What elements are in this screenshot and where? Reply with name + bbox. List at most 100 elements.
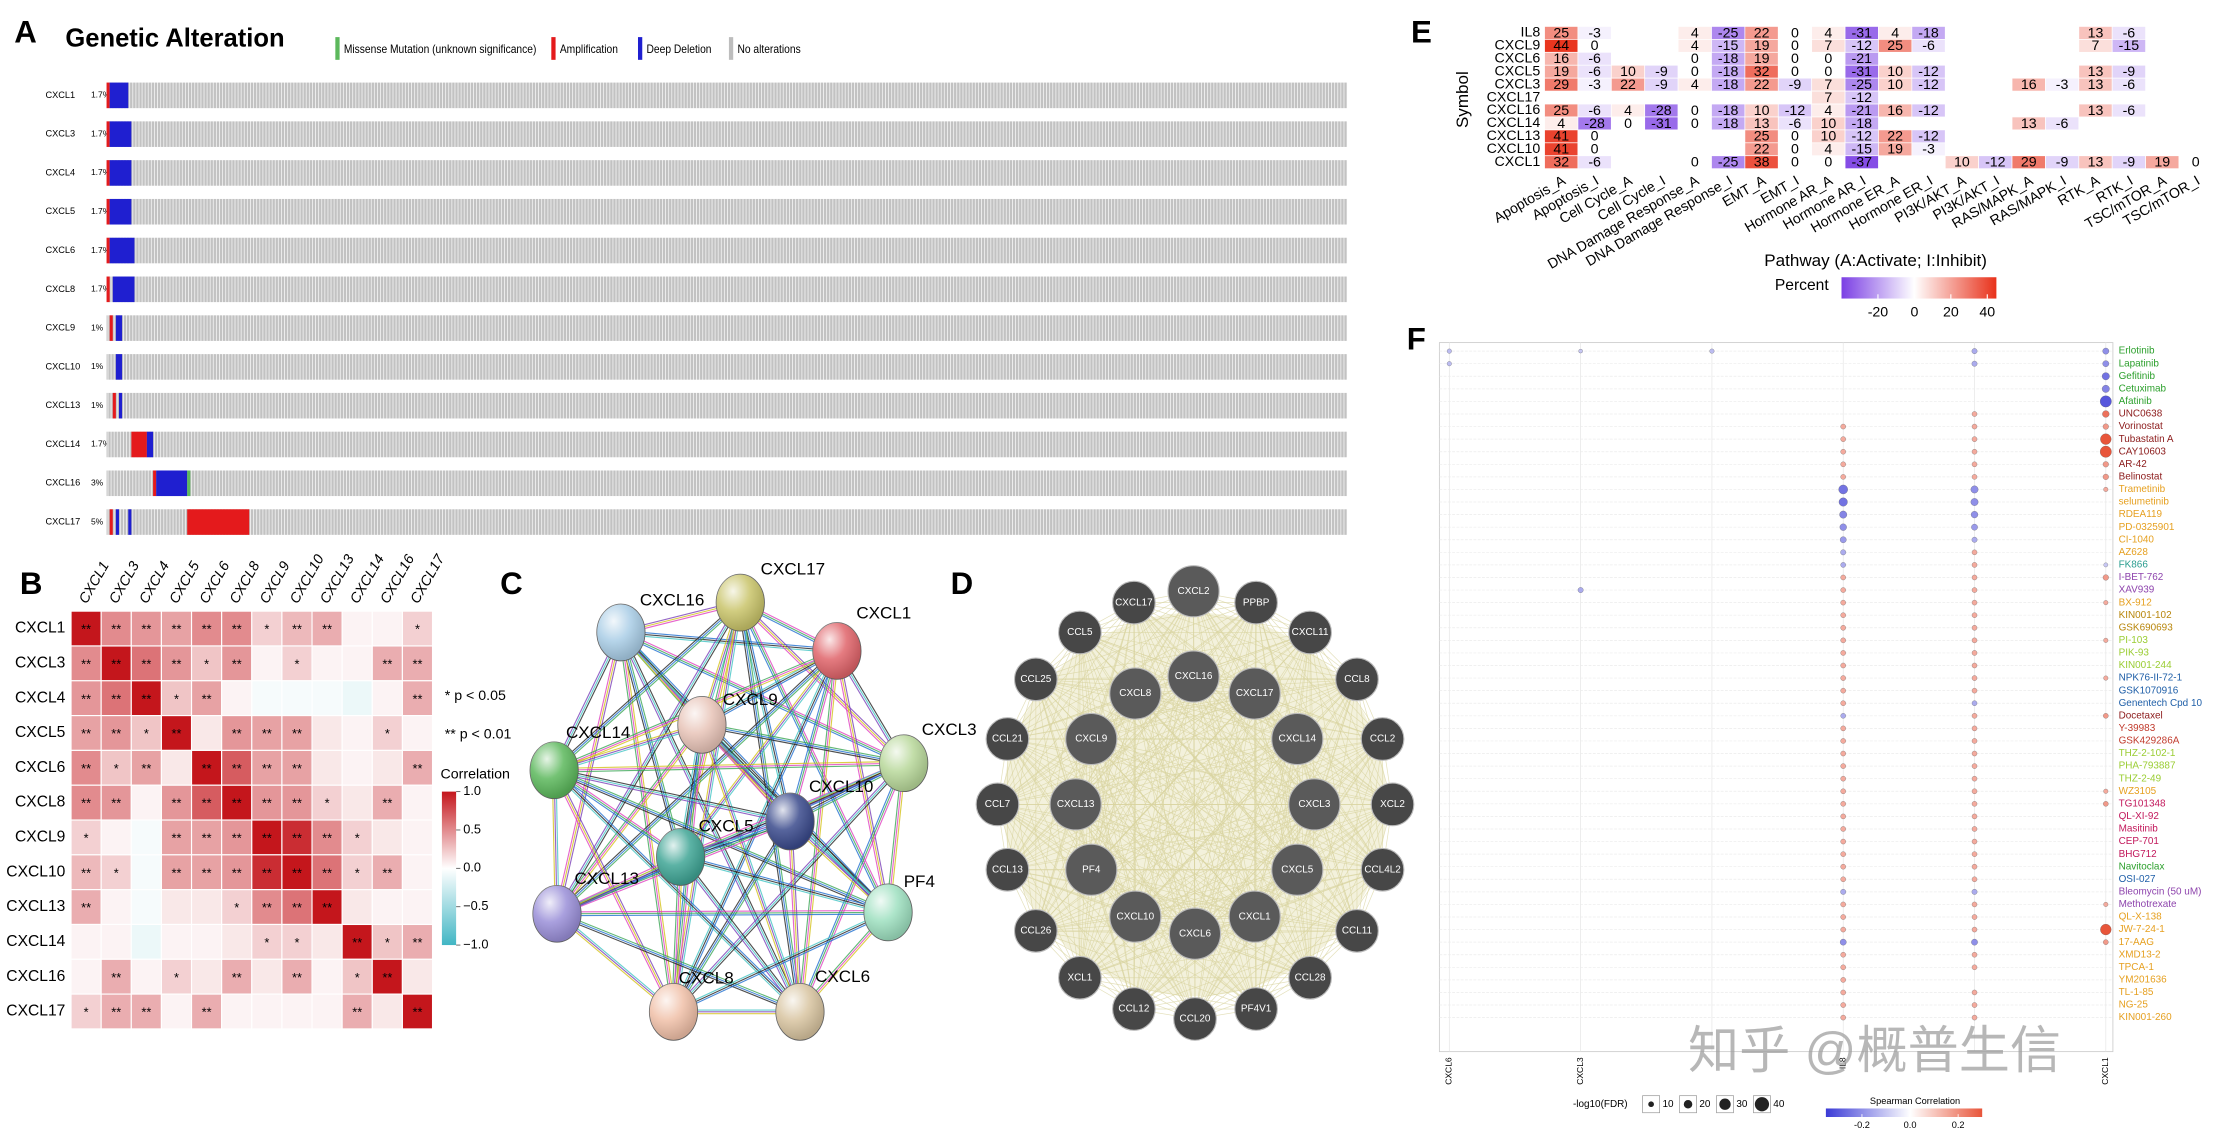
interaction-edge [1075,679,1358,805]
interaction-edge [791,821,803,1012]
cell-value: -31 [1651,116,1672,132]
correlation-dot [2102,473,2109,480]
drug-label: OSI-027 [2119,874,2156,885]
drug-label: Gefitinib [2119,371,2156,382]
node-label: PF4 [904,872,935,891]
drug-label: PI-103 [2119,635,2149,646]
drug-label: RDEA119 [2119,509,2163,520]
interaction-edge [1255,804,1315,1010]
interaction-edge [741,602,793,822]
significance: ** [262,831,272,846]
interaction-edge [681,855,802,1012]
cell-value: -37 [1852,155,1873,171]
drug-label: Docetaxel [2119,710,2163,721]
cell-value: -3 [2056,77,2069,93]
interaction-edge [674,602,743,1013]
interaction-edge [799,650,838,1012]
significance: ** [232,726,242,741]
correlation-dot [1577,587,1584,593]
cell-value: 10 [1620,64,1636,80]
gene-node [1271,712,1324,766]
significance: ** [412,935,422,950]
drug-label: UNC0638 [2119,409,2163,420]
correlation-dot [1971,523,1978,531]
correlation-dot [1839,536,1847,544]
cell-value: 7 [1824,90,1832,106]
interaction-edge [1090,693,1136,870]
alteration [106,160,110,186]
significance: ** [172,796,182,811]
significance: ** [232,865,242,880]
interaction-edge [1193,676,1383,740]
correlation-dot [1840,763,1846,769]
significance: ** [141,1005,151,1020]
correlation-dot [1971,901,1978,908]
interaction-edge [1254,693,1257,1010]
correlation-dot [1838,484,1848,495]
cell-value: 16 [2021,77,2037,93]
drug-label: GSK429286A [2119,736,2180,747]
cell-value: 32 [1553,155,1569,171]
drug-label: Erlotinib [2119,346,2155,357]
gene-node [1173,997,1217,1041]
row-label: CXCL16 [6,968,65,985]
cell-value: -12 [1785,103,1806,119]
cell-value: 41 [1553,142,1569,158]
correlation-cell [190,715,223,751]
interaction-edge [1079,602,1257,633]
correlation-dot [1840,612,1846,618]
interaction-edge [1255,602,1393,805]
interaction-edge [1356,679,1383,870]
alteration-percent: 1% [91,322,104,332]
drug-label: KIN001-102 [2119,610,2173,621]
correlation-cell [371,923,403,960]
significance: ** [292,796,302,811]
cell-value: 13 [2088,103,2104,119]
colorbar [1825,1108,1983,1118]
axis-label: Pathway (A:Activate; I:Inhibit) [1764,251,1987,270]
correlation-cell [251,680,283,717]
correlation-dot [1971,864,1978,870]
significance-legend: * p < 0.05 [445,688,506,704]
interaction-edge [620,632,801,1013]
interaction-edge [554,762,904,771]
correlation-cell [371,645,403,682]
cell-value: 13 [2088,25,2104,41]
gene-node [1288,610,1332,655]
colorbar-title: Correlation [440,766,509,782]
correlation-cell [401,680,434,717]
interaction-edge [553,771,790,824]
interaction-edge [1007,602,1135,740]
interaction-edge [703,724,803,1012]
cell-value: -18 [1918,25,1939,41]
significance: ** [141,622,151,637]
gene-node [1370,782,1415,827]
sample-track [106,160,1348,186]
gene-node [985,717,1030,761]
cell-value: 38 [1754,155,1770,171]
cell-value: -18 [1718,116,1739,132]
correlation-dot [1971,826,1978,832]
interaction-edge [1193,676,1256,917]
significance: ** [111,796,121,811]
cell-value: 0 [1691,64,1699,80]
drug-label: CEP-701 [2119,836,2160,847]
correlation-dot [1840,675,1846,681]
cell-value: 0 [1691,155,1699,171]
alteration [109,82,129,109]
correlation-cell [311,715,343,751]
column-label: CXCL3 [1575,1057,1585,1085]
correlation-dot [1971,411,1978,417]
interaction-edge [1035,869,1298,932]
panel-letter: E [1411,15,1432,50]
node-label: CXCL1 [1239,911,1272,922]
interaction-edge [799,762,905,1013]
interaction-edge [1133,602,1311,633]
cell-value: 4 [1824,103,1832,119]
interaction-edge [1007,738,1081,978]
cell-value: -18 [1852,116,1873,132]
colorbar-tick-label: −0.5 [463,898,488,913]
interaction-edge [554,601,740,914]
correlation-cell [100,889,132,926]
cell-value: 4 [1891,25,1899,41]
